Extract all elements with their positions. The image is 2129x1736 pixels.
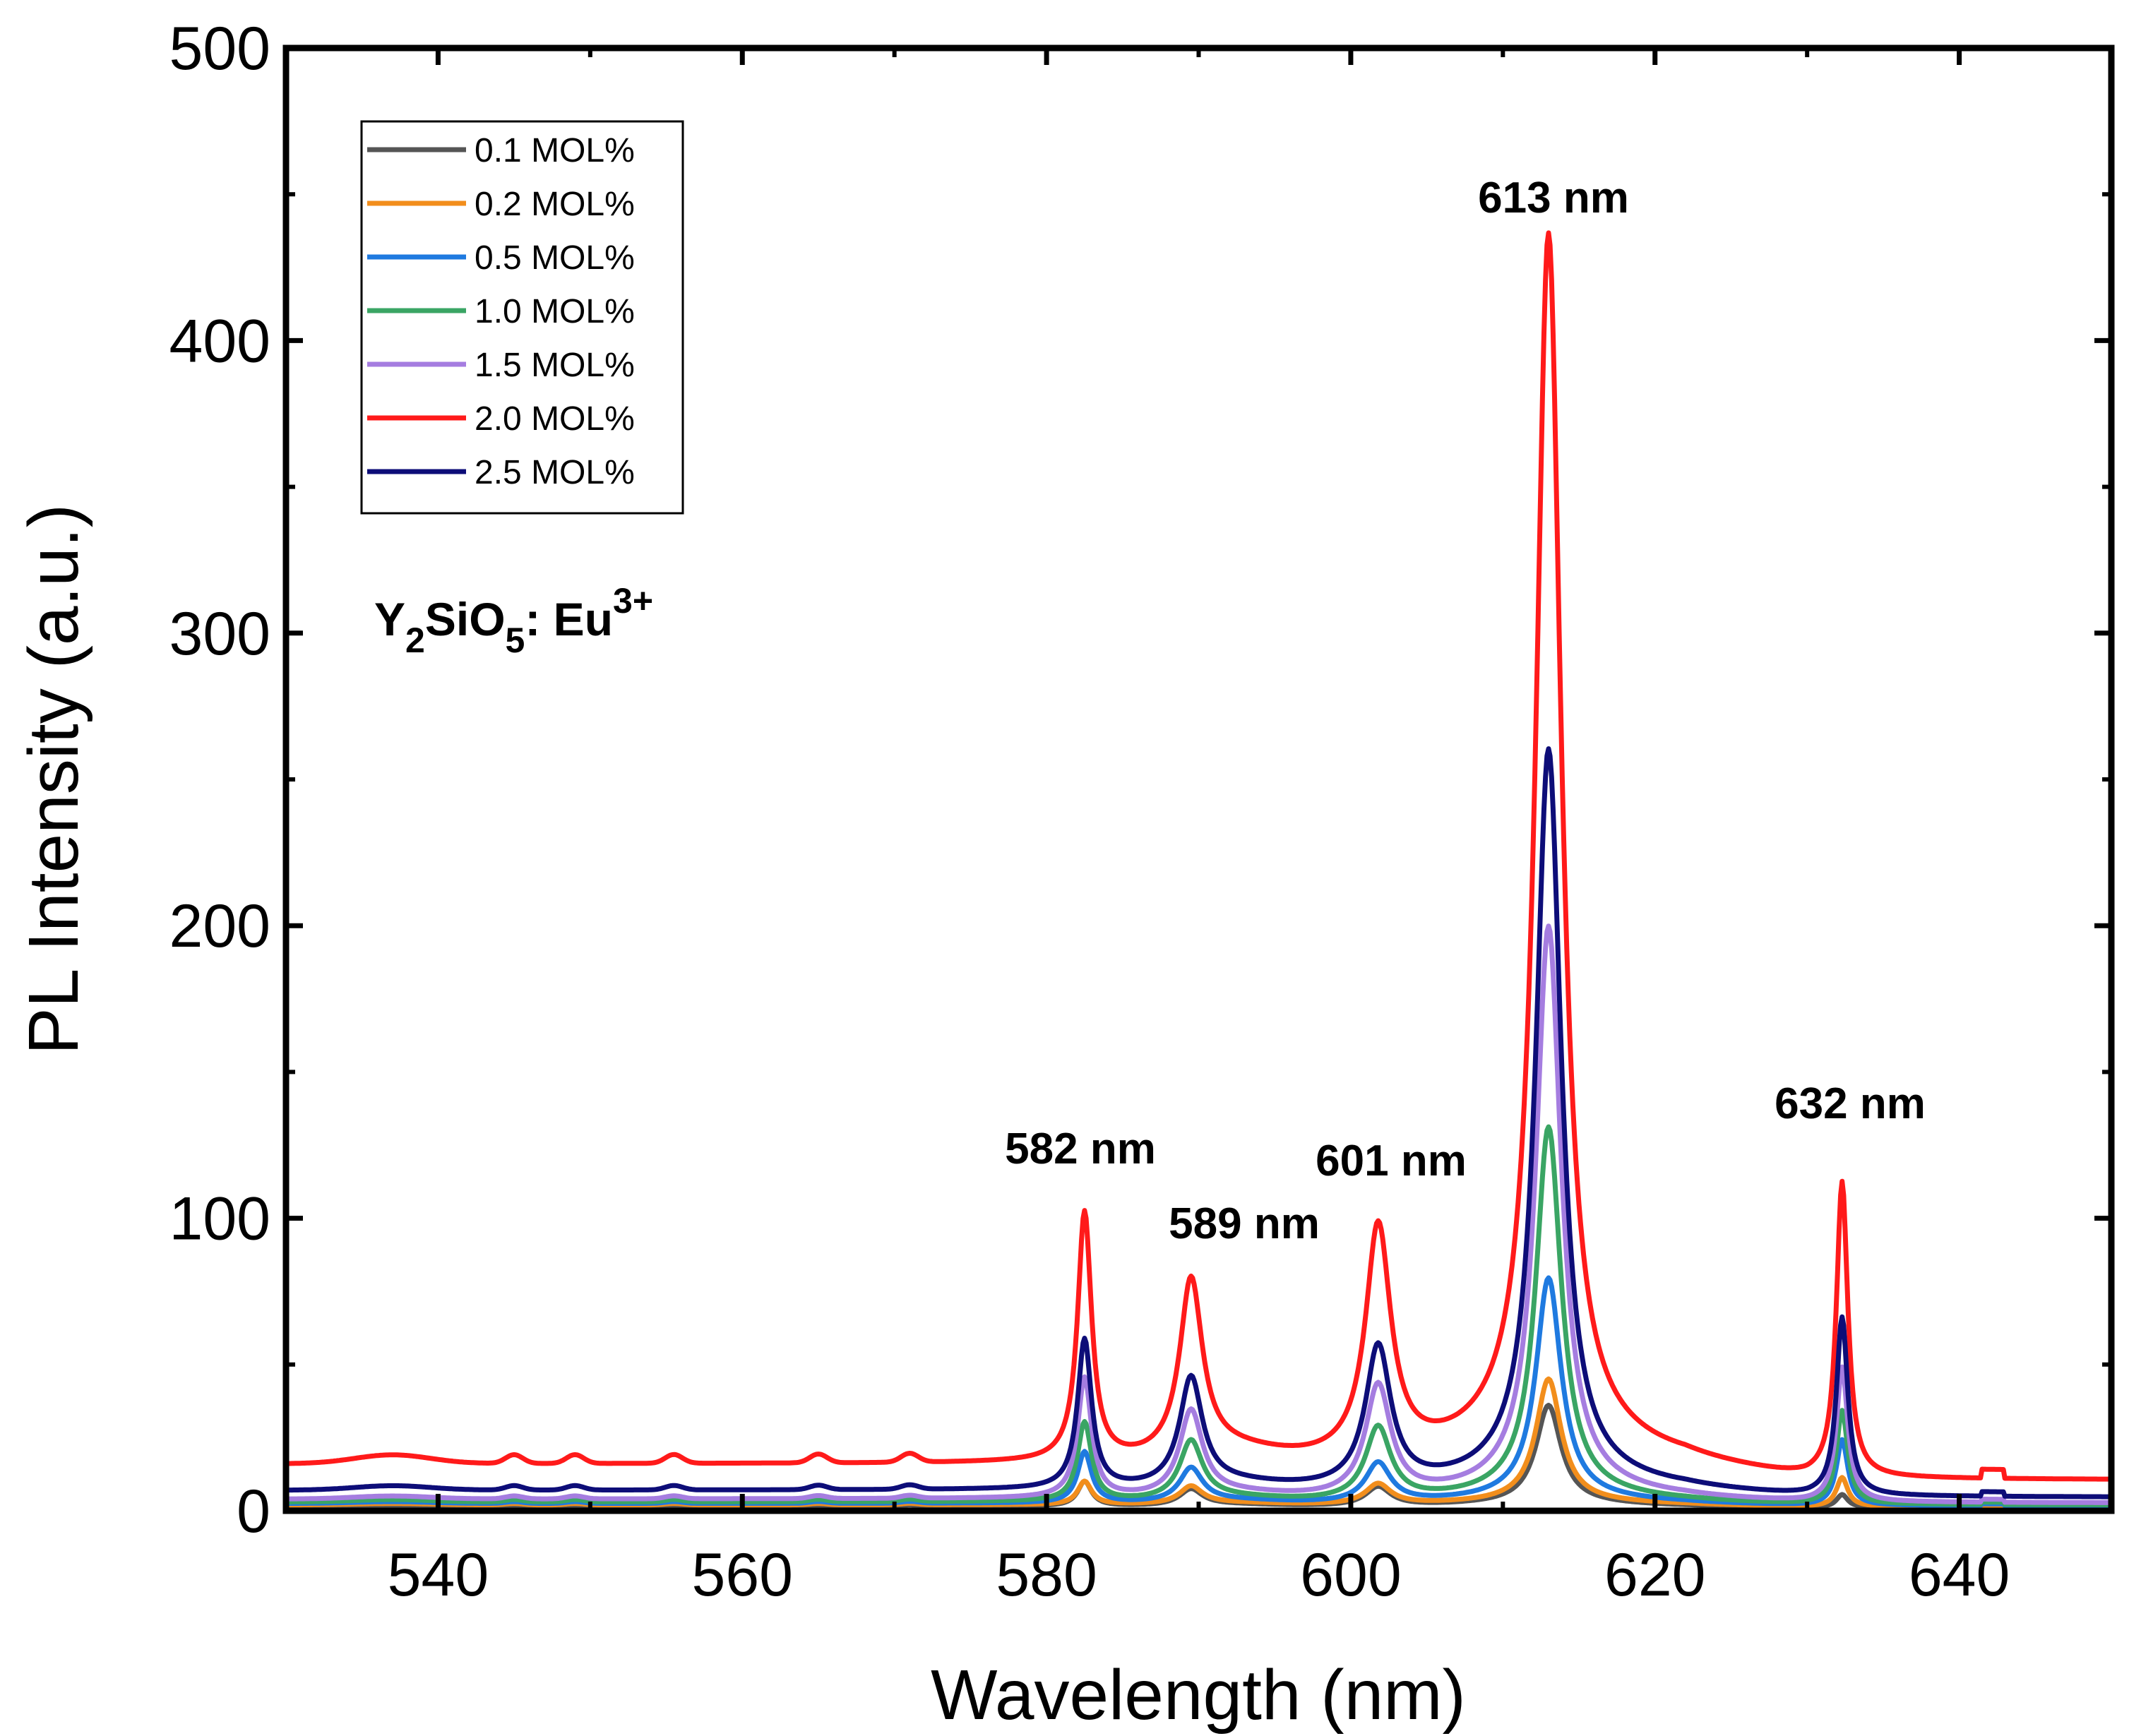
legend-box xyxy=(360,120,684,515)
sample-formula: Y2SiO5: Eu3+ xyxy=(374,581,653,660)
series-line-1-0-mol- xyxy=(285,1124,2113,1507)
formula-sup-3plus: 3+ xyxy=(613,581,653,621)
legend-label-2: 0.5 MOL% xyxy=(475,239,635,277)
y-tick-label-0: 0 xyxy=(237,1478,270,1545)
y-tick-label-200: 200 xyxy=(169,892,271,960)
legend-label-1: 0.2 MOL% xyxy=(475,186,635,223)
legend-label-5: 2.0 MOL% xyxy=(475,400,635,438)
legend-items: 0.1 MOL% 0.2 MOL% 0.5 MOL% 1.0 MOL% 1.5 MOL%… xyxy=(367,132,635,491)
x-tick-label-560: 560 xyxy=(692,1541,794,1609)
peak-label-589-nm: 589 nm xyxy=(1169,1199,1320,1248)
formula-y: Y xyxy=(374,593,405,645)
legend: 0.1 MOL% 0.2 MOL% 0.5 MOL% 1.0 MOL% 1.5 MOL%… xyxy=(360,120,684,515)
formula-sub-5: 5 xyxy=(506,621,525,660)
x-tick-label-620: 620 xyxy=(1604,1541,1706,1609)
legend-label-0: 0.1 MOL% xyxy=(475,132,635,169)
ticks-layer xyxy=(284,45,2113,1514)
y-tick-label-500: 500 xyxy=(169,15,271,83)
legend-label-6: 2.5 MOL% xyxy=(475,454,635,491)
series-line-2-5-mol- xyxy=(285,746,2113,1499)
peak-label-613-nm: 613 nm xyxy=(1478,174,1629,222)
legend-label-4: 1.5 MOL% xyxy=(475,347,635,384)
peak-label-601-nm: 601 nm xyxy=(1316,1137,1467,1185)
formula-sio: SiO xyxy=(425,593,506,645)
x-tick-label-580: 580 xyxy=(996,1541,1097,1609)
series-line-1-5-mol- xyxy=(285,923,2113,1505)
series-line-2-0-mol- xyxy=(285,230,2113,1482)
formula-sub-2: 2 xyxy=(405,621,425,660)
y-axis-title: PL Intensity (a.u.) xyxy=(14,504,93,1055)
y-tick-label-400: 400 xyxy=(169,307,271,375)
x-tick-label-640: 640 xyxy=(1909,1541,2010,1609)
formula-eu: : Eu xyxy=(525,593,613,645)
y-tick-label-300: 300 xyxy=(169,600,271,668)
labels-layer: 540 560 580 600 620 640 0 100 200 300 400 500 582 nm… xyxy=(169,15,2010,1609)
peak-label-632-nm: 632 nm xyxy=(1775,1079,1926,1128)
x-tick-label-600: 600 xyxy=(1300,1541,1402,1609)
legend-label-3: 1.0 MOL% xyxy=(475,293,635,330)
peak-label-582-nm: 582 nm xyxy=(1005,1125,1156,1173)
x-tick-label-540: 540 xyxy=(388,1541,489,1609)
y-tick-label-100: 100 xyxy=(169,1185,271,1253)
x-axis-title: Wavelength (nm) xyxy=(931,1656,1466,1735)
